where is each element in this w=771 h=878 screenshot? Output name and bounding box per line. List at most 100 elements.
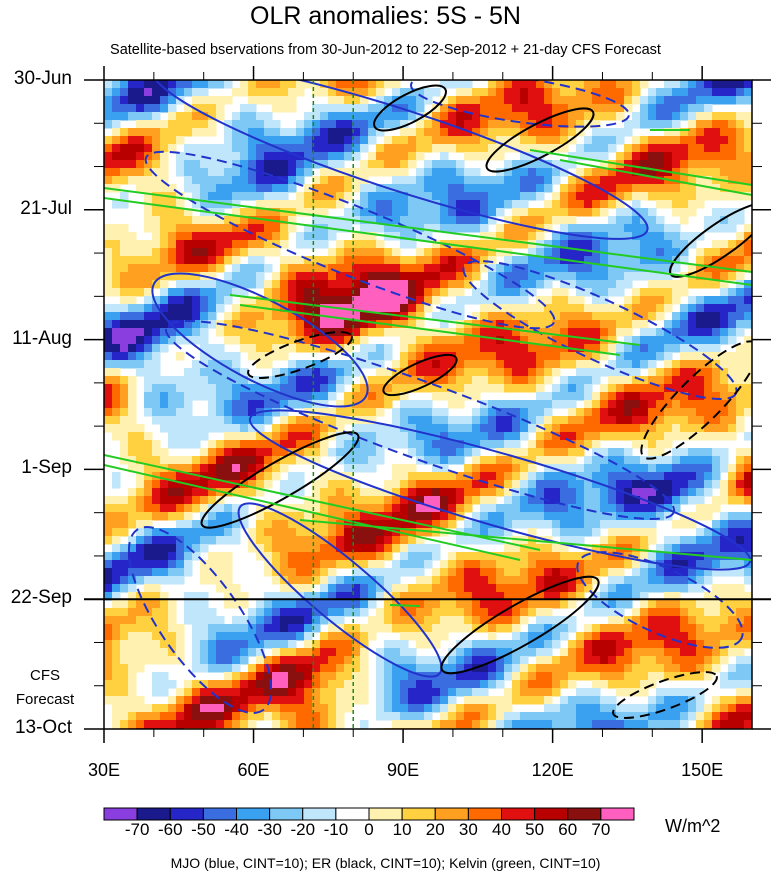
heat-cell: [672, 80, 681, 89]
heat-cell: [680, 320, 689, 329]
heat-cell: [192, 104, 201, 113]
heat-cell: [504, 600, 513, 609]
heat-cell: [272, 128, 281, 137]
heat-cell: [296, 80, 305, 89]
heat-cell: [160, 424, 169, 433]
heat-cell: [712, 632, 721, 641]
heat-cell: [288, 160, 297, 169]
heat-cell: [104, 312, 113, 321]
heat-cell: [664, 280, 673, 289]
heat-cell: [576, 344, 585, 353]
heat-cell: [728, 528, 737, 537]
heat-cell: [720, 328, 729, 337]
heat-cell: [680, 232, 689, 241]
heat-cell: [568, 160, 577, 169]
heat-cell: [544, 544, 553, 553]
heat-cell: [200, 112, 209, 121]
heat-cell: [632, 152, 641, 161]
heat-cell: [136, 272, 145, 281]
heat-cell: [368, 352, 377, 361]
heat-cell: [600, 536, 609, 545]
heat-cell: [360, 424, 369, 433]
heat-cell: [352, 328, 361, 337]
heat-cell: [216, 176, 225, 185]
heat-cell: [440, 480, 449, 489]
heat-cell: [696, 168, 705, 177]
heat-cell: [616, 152, 625, 161]
heat-cell: [336, 280, 345, 289]
heat-cell: [184, 456, 193, 465]
heat-cell: [424, 208, 433, 217]
heat-cell: [376, 552, 385, 561]
heat-cell: [232, 264, 241, 273]
heat-cell: [136, 424, 145, 433]
heat-cell: [232, 536, 241, 545]
heat-cell: [432, 312, 441, 321]
heat-cell: [584, 192, 593, 201]
heat-cell: [184, 312, 193, 321]
heat-cell: [184, 440, 193, 449]
heat-cell: [480, 352, 489, 361]
heat-cell: [104, 240, 113, 249]
heat-cell: [120, 296, 129, 305]
heat-cell: [744, 600, 752, 609]
heat-cell: [328, 504, 337, 513]
heat-cell: [648, 560, 657, 569]
heat-cell: [576, 536, 585, 545]
heat-cell: [152, 592, 161, 601]
heat-cell: [384, 608, 393, 617]
heat-cell: [488, 256, 497, 265]
heat-cell: [400, 392, 409, 401]
heat-cell: [632, 80, 641, 89]
heat-cell: [408, 96, 417, 105]
heat-cell: [160, 184, 169, 193]
heat-cell: [552, 504, 561, 513]
heat-cell: [456, 552, 465, 561]
heat-cell: [576, 304, 585, 313]
heat-cell: [312, 256, 321, 265]
heat-cell: [480, 360, 489, 369]
heat-cell: [280, 432, 289, 441]
heat-cell: [536, 184, 545, 193]
heat-cell: [720, 544, 729, 553]
heat-cell: [160, 536, 169, 545]
heat-cell: [552, 232, 561, 241]
heat-cell: [704, 392, 713, 401]
heat-cell: [584, 80, 593, 89]
heat-cell: [672, 392, 681, 401]
heat-cell: [128, 560, 137, 569]
heat-cell: [632, 504, 641, 513]
heat-cell: [328, 264, 337, 273]
heat-cell: [672, 312, 681, 321]
heat-cell: [504, 616, 513, 625]
heat-cell: [120, 640, 129, 649]
heat-cell: [400, 192, 409, 201]
heat-cell: [544, 432, 553, 441]
heat-cell: [336, 104, 345, 113]
heat-cell: [736, 496, 745, 505]
heat-cell: [440, 144, 449, 153]
heat-cell: [608, 200, 617, 209]
heat-cell: [520, 576, 529, 585]
heat-cell: [256, 392, 265, 401]
heat-cell: [248, 352, 257, 361]
heat-cell: [152, 624, 161, 633]
heat-cell: [168, 328, 177, 337]
heat-cell: [248, 176, 257, 185]
heat-cell: [392, 624, 401, 633]
heat-cell: [672, 488, 681, 497]
heat-cell: [736, 512, 745, 521]
heat-cell: [672, 616, 681, 625]
heat-cell: [120, 272, 129, 281]
heat-cell: [544, 240, 553, 249]
heat-cell: [232, 336, 241, 345]
heat-cell: [664, 336, 673, 345]
heat-cell: [176, 552, 185, 561]
heat-cell: [288, 544, 297, 553]
heat-cell: [248, 144, 257, 153]
heat-cell: [328, 608, 337, 617]
heat-cell: [728, 360, 737, 369]
heat-cell: [496, 264, 505, 273]
heat-cell: [616, 600, 625, 609]
heat-cell: [560, 144, 569, 153]
